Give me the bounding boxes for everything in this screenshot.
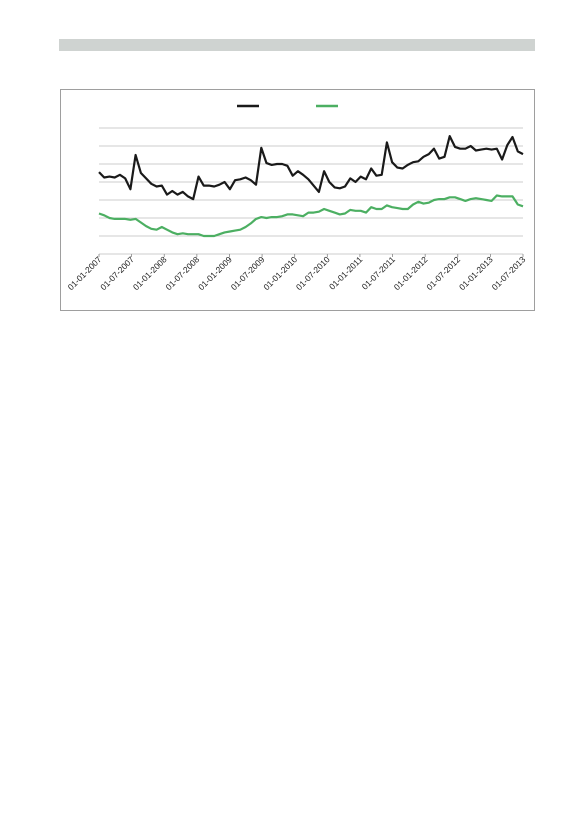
x-tick-label: 01-01-2011	[327, 254, 365, 292]
x-tick-label: 01-01-2007	[66, 254, 104, 292]
x-tick-label: 01-07-2010	[294, 254, 332, 292]
x-tick-label: 01-07-2012	[424, 254, 462, 292]
x-tick-label: 01-01-2008	[131, 254, 169, 292]
gridlines	[99, 127, 523, 255]
x-axis: 01-01-200701-07-200701-01-200801-07-2008…	[66, 254, 528, 292]
x-tick-label: 01-01-2013	[457, 254, 495, 292]
series-line-1	[98, 194, 524, 238]
x-tick-label: 01-01-2010	[261, 254, 299, 292]
x-tick-label: 01-01-2009	[196, 254, 234, 292]
header-bar	[59, 39, 535, 51]
series-lines	[98, 134, 524, 238]
x-tick-label: 01-07-2013	[490, 254, 528, 292]
x-tick-label: 01-01-2012	[392, 254, 430, 292]
series-line-0	[98, 134, 524, 201]
x-tick-label: 01-07-2007	[98, 254, 136, 292]
chart-svg: 01-01-200701-07-200701-01-200801-07-2008…	[66, 104, 528, 292]
x-tick-label: 01-07-2009	[229, 254, 267, 292]
line-chart: 01-01-2007 01-07-2007 01-01-2008 01-07-2008…	[60, 89, 535, 311]
x-tick-label: 01-07-2008	[163, 254, 201, 292]
